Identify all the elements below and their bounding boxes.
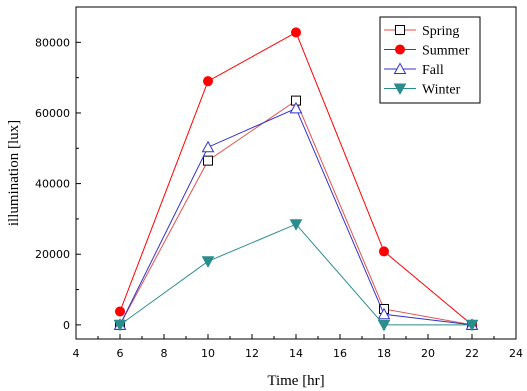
legend-marker-spring xyxy=(395,25,405,35)
y-tick-label: 0 xyxy=(63,319,70,332)
point-fall xyxy=(201,140,215,153)
point-winter xyxy=(377,319,391,332)
point-winter xyxy=(113,319,127,332)
point-fall xyxy=(377,307,391,320)
point-winter xyxy=(201,256,215,268)
legend-label: Spring xyxy=(422,24,459,39)
point-summer xyxy=(291,27,301,38)
legend-item-fall: Fall xyxy=(384,62,444,78)
x-tick-label: 20 xyxy=(421,347,435,360)
legend-item-winter: Winter xyxy=(384,83,461,98)
legend-marker-winter xyxy=(393,83,407,96)
point-winter xyxy=(289,219,303,231)
y-axis-title: illumination [lux] xyxy=(6,120,22,226)
legend-label: Winter xyxy=(422,83,461,98)
legend-marker-fall xyxy=(393,62,407,74)
y-tick-label: 20000 xyxy=(35,248,70,261)
series-line-fall xyxy=(119,107,473,326)
x-tick-label: 8 xyxy=(161,347,168,360)
plot-frame xyxy=(75,6,517,340)
series-line-winter xyxy=(119,223,472,326)
series-fall xyxy=(113,101,479,330)
x-tick-label: 18 xyxy=(377,347,391,360)
x-tick-label: 10 xyxy=(201,347,215,360)
legend-item-summer: Summer xyxy=(384,44,470,59)
x-tick-label: 24 xyxy=(509,347,523,360)
point-summer xyxy=(203,76,213,87)
point-fall xyxy=(289,101,303,114)
y-tick-label: 40000 xyxy=(35,178,70,191)
legend-marker-summer xyxy=(395,44,405,55)
series-spring xyxy=(115,95,477,330)
y-tick-label: 60000 xyxy=(35,107,70,120)
series-line-spring xyxy=(119,99,473,326)
x-tick-label: 22 xyxy=(465,347,479,360)
point-summer xyxy=(379,246,389,257)
x-tick-label: 6 xyxy=(117,347,124,360)
x-tick-label: 12 xyxy=(245,347,259,360)
point-summer xyxy=(115,306,125,317)
legend-label: Fall xyxy=(422,63,444,78)
point-winter xyxy=(465,319,479,332)
legend: Spring Summer Fall Winter xyxy=(379,16,481,104)
legend-label: Summer xyxy=(422,44,470,59)
x-tick-label: 4 xyxy=(73,347,80,360)
point-spring xyxy=(203,155,213,166)
series-winter xyxy=(113,219,479,332)
x-tick-label: 14 xyxy=(289,347,303,360)
legend-item-spring: Spring xyxy=(384,24,459,39)
y-tick-label: 80000 xyxy=(35,36,70,49)
x-axis-title: Time [hr] xyxy=(267,373,324,389)
x-tick-label: 16 xyxy=(333,347,347,360)
